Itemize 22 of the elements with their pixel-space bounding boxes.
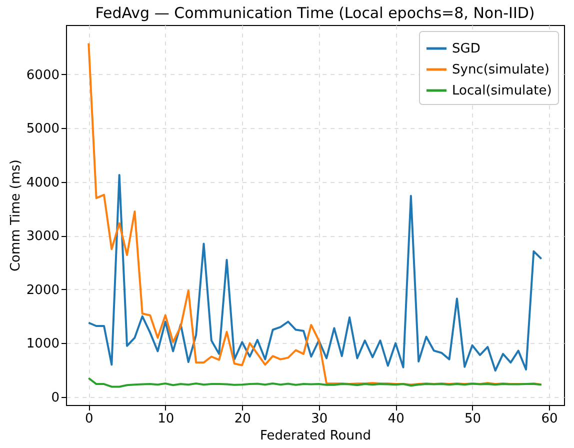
x-tick-label: 0 [84,412,94,426]
y-tick-label: 3000 [26,229,60,244]
x-tick-label: 60 [541,412,558,426]
y-tick-label: 4000 [26,175,60,190]
x-tick-label: 10 [158,412,174,426]
line-series [88,377,542,388]
y-tick-label: 1000 [26,336,60,352]
y-axis-title: Comm Time (ms) [8,159,24,272]
x-tick-label: 50 [464,412,482,426]
legend-label: SGD [452,42,480,56]
x-tick-label: 20 [234,412,251,426]
x-tick-label: 40 [388,412,404,426]
legend-label: Local(simulate) [452,84,552,98]
x-axis-title: Federated Round [260,428,371,444]
legend-label: Sync(simulate) [452,62,550,78]
y-tick-label: 2000 [26,282,60,298]
y-tick-label: 5000 [26,122,60,137]
chart-title: FedAvg — Communication Time (Local epochs=8, Non-IID) [95,4,535,22]
y-tick-label: 6000 [26,68,60,83]
y-tick-label: 0 [51,390,60,406]
line-series [88,174,542,372]
x-tick-label: 30 [311,412,328,426]
